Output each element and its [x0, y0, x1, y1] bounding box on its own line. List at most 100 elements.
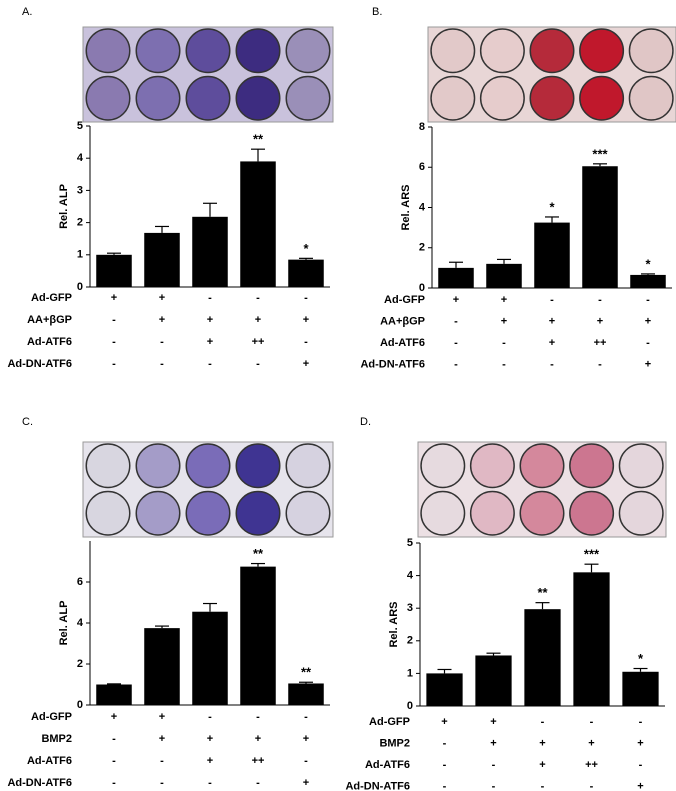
- well: [479, 75, 525, 121]
- treatment-sign: +: [441, 716, 447, 728]
- bar: [96, 684, 132, 705]
- bar: [622, 671, 659, 706]
- bar: [534, 222, 570, 288]
- treatment-sign: +: [490, 716, 496, 728]
- treatment-sign: +: [207, 314, 213, 326]
- significance: **: [253, 132, 264, 147]
- treatment-sign: +: [303, 314, 309, 326]
- well: [235, 490, 281, 536]
- bar: [630, 274, 666, 288]
- well: [185, 490, 231, 536]
- bar: [192, 216, 228, 287]
- treatment-sign: +: [303, 733, 309, 745]
- bar: [288, 683, 324, 705]
- well: [430, 75, 476, 121]
- well: [185, 28, 231, 74]
- treatment-name: Ad-GFP: [31, 711, 72, 723]
- treatment-sign: +: [111, 292, 117, 304]
- y-tick-label: 2: [77, 658, 83, 670]
- bar: [426, 673, 463, 706]
- well: [235, 28, 281, 74]
- treatment-sign: -: [443, 759, 447, 771]
- well: [529, 28, 575, 74]
- y-tick-label: 2: [419, 242, 425, 254]
- well: [618, 490, 664, 536]
- bar: [192, 611, 228, 705]
- treatment-sign: -: [208, 711, 212, 723]
- well: [628, 75, 674, 121]
- well: [579, 28, 625, 74]
- treatment-sign: -: [492, 759, 496, 771]
- treatment-sign: +: [490, 737, 496, 749]
- treatment-sign: +: [207, 755, 213, 767]
- y-tick-label: 1: [77, 249, 83, 261]
- well: [285, 28, 331, 74]
- treatment-sign: -: [598, 294, 602, 306]
- y-tick-label: 2: [407, 635, 413, 647]
- treatment-sign: -: [304, 292, 308, 304]
- y-tick-label: 3: [407, 602, 413, 614]
- bar: [144, 232, 180, 287]
- treatment-sign: -: [639, 759, 643, 771]
- treatment-sign: -: [112, 314, 116, 326]
- treatment-sign: +: [645, 315, 651, 327]
- y-axis-label: Rel. ARS: [400, 184, 412, 230]
- significance: **: [253, 546, 264, 561]
- treatment-sign: +: [501, 315, 507, 327]
- treatment-sign: +: [303, 777, 309, 789]
- treatment-sign: +: [549, 337, 555, 349]
- significance: *: [638, 651, 644, 666]
- panel-letter: C.: [22, 416, 33, 428]
- treatment-sign: -: [112, 777, 116, 789]
- treatment-sign: +: [159, 711, 165, 723]
- y-tick-label: 0: [77, 699, 83, 711]
- y-tick-label: 3: [77, 184, 83, 196]
- well: [519, 490, 565, 536]
- y-tick-label: 8: [419, 121, 425, 133]
- y-tick-label: 0: [407, 700, 413, 712]
- bar: [475, 655, 512, 706]
- treatment-sign: -: [112, 755, 116, 767]
- treatment-sign: -: [304, 336, 308, 348]
- well: [85, 443, 131, 489]
- treatment-sign: -: [443, 737, 447, 749]
- treatment-sign: -: [550, 294, 554, 306]
- treatment-sign: -: [541, 780, 545, 791]
- treatment-sign: -: [208, 292, 212, 304]
- bar: [96, 254, 132, 287]
- treatment-sign: +: [501, 294, 507, 306]
- treatment-sign: +: [207, 336, 213, 348]
- y-tick-label: 2: [77, 217, 83, 229]
- bar: [438, 267, 474, 288]
- treatment-sign: ++: [252, 755, 265, 767]
- treatment-name: Ad-DN-ATF6: [7, 777, 72, 789]
- significance: *: [549, 199, 555, 214]
- treatment-name: Ad-ATF6: [27, 755, 72, 767]
- treatment-sign: -: [112, 336, 116, 348]
- treatment-sign: ++: [252, 336, 265, 348]
- well: [235, 75, 281, 121]
- treatment-sign: ++: [585, 759, 598, 771]
- y-tick-label: 4: [77, 617, 84, 629]
- well: [618, 443, 664, 489]
- bar: [524, 609, 561, 706]
- well: [479, 28, 525, 74]
- treatment-sign: +: [637, 780, 643, 791]
- significance: ***: [592, 146, 608, 161]
- bar: [582, 166, 618, 288]
- treatment-sign: +: [539, 759, 545, 771]
- y-tick-label: 6: [77, 576, 83, 588]
- treatment-sign: -: [639, 716, 643, 728]
- well: [135, 75, 181, 121]
- significance: *: [303, 241, 309, 256]
- well: [430, 28, 476, 74]
- y-tick-label: 0: [419, 282, 425, 294]
- well: [135, 443, 181, 489]
- well: [185, 75, 231, 121]
- treatment-sign: -: [160, 755, 164, 767]
- treatment-sign: +: [255, 314, 261, 326]
- treatment-sign: -: [160, 777, 164, 789]
- y-tick-label: 6: [419, 161, 425, 173]
